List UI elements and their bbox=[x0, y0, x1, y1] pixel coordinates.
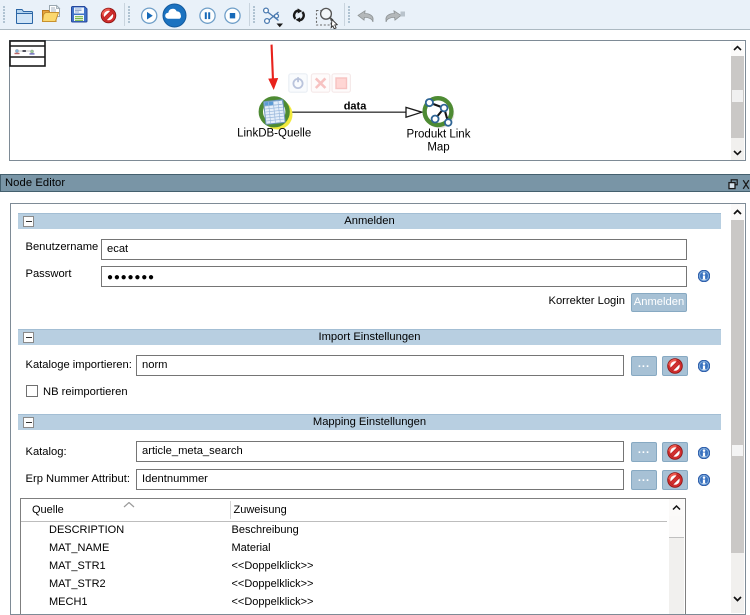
svg-text:Map: Map bbox=[427, 142, 449, 154]
svg-text:Produkt Link: Produkt Link bbox=[407, 129, 471, 141]
svg-text:LinkDB-Quelle: LinkDB-Quelle bbox=[237, 128, 311, 140]
svg-text:data: data bbox=[344, 101, 368, 113]
